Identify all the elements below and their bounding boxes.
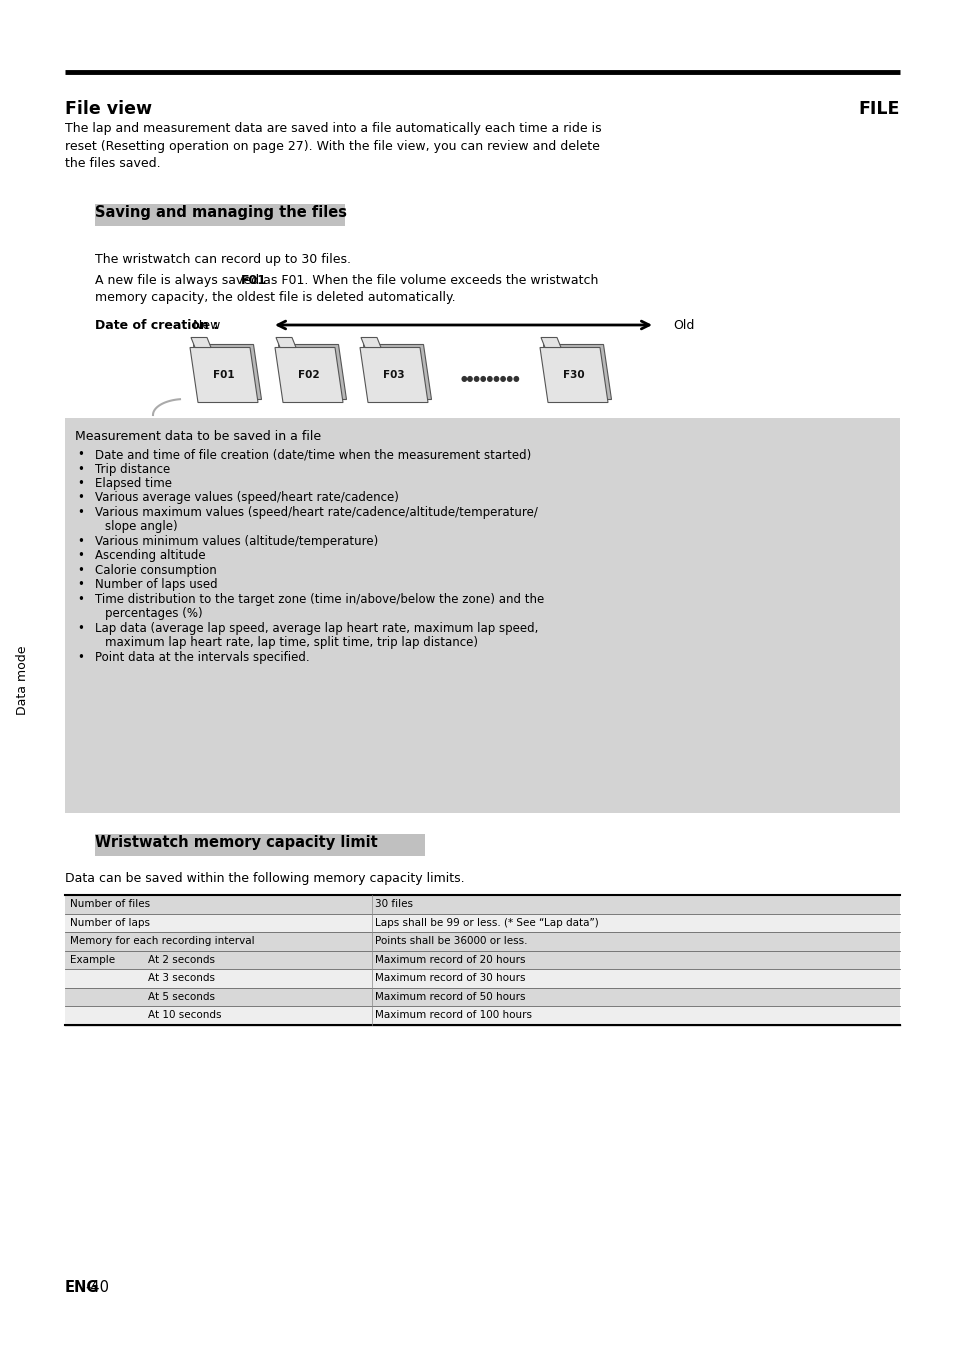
- Text: •: •: [77, 564, 84, 577]
- Polygon shape: [275, 338, 295, 347]
- Text: The lap and measurement data are saved into a file automatically each time a rid: The lap and measurement data are saved i…: [65, 122, 601, 169]
- Text: Wristwatch memory capacity limit: Wristwatch memory capacity limit: [95, 835, 377, 850]
- Text: •: •: [77, 578, 84, 592]
- Text: The wristwatch can record up to 30 files.: The wristwatch can record up to 30 files…: [95, 253, 351, 266]
- Bar: [65, 913, 899, 932]
- Polygon shape: [539, 347, 607, 402]
- Text: Ascending altitude: Ascending altitude: [95, 550, 206, 562]
- Text: slope angle): slope angle): [105, 521, 177, 534]
- Text: Data mode: Data mode: [15, 646, 29, 714]
- Text: A new file is always saved as F01. When the file volume exceeds the wristwatch
m: A new file is always saved as F01. When …: [95, 274, 598, 304]
- Text: Number of files: Number of files: [70, 900, 150, 909]
- Bar: [65, 1006, 899, 1025]
- Polygon shape: [540, 338, 560, 347]
- FancyBboxPatch shape: [95, 834, 424, 855]
- Text: At 5 seconds: At 5 seconds: [148, 991, 214, 1002]
- Text: maximum lap heart rate, lap time, split time, trip lap distance): maximum lap heart rate, lap time, split …: [105, 636, 477, 650]
- Text: At 3 seconds: At 3 seconds: [148, 974, 214, 983]
- Polygon shape: [190, 347, 257, 402]
- Text: -40: -40: [86, 1280, 110, 1295]
- Text: Points shall be 36000 or less.: Points shall be 36000 or less.: [375, 936, 527, 947]
- Text: Lap data (average lap speed, average lap heart rate, maximum lap speed,: Lap data (average lap speed, average lap…: [95, 621, 537, 635]
- Text: ENG: ENG: [65, 1280, 99, 1295]
- Text: •: •: [77, 550, 84, 562]
- Text: Date and time of file creation (date/time when the measurement started): Date and time of file creation (date/tim…: [95, 448, 531, 461]
- Text: •: •: [77, 593, 84, 607]
- Text: F02: F02: [298, 370, 319, 381]
- Text: New: New: [189, 319, 220, 331]
- Text: F01: F01: [240, 274, 266, 286]
- Polygon shape: [191, 338, 211, 347]
- Text: percentages (%): percentages (%): [105, 608, 202, 620]
- Text: Example: Example: [70, 955, 115, 964]
- Text: Saving and managing the files: Saving and managing the files: [95, 204, 347, 221]
- Text: Laps shall be 99 or less. (* See “Lap data”): Laps shall be 99 or less. (* See “Lap da…: [375, 917, 598, 928]
- Text: ●●●●●●●●●: ●●●●●●●●●: [459, 374, 519, 382]
- Polygon shape: [360, 338, 380, 347]
- Text: Various maximum values (speed/heart rate/cadence/altitude/temperature/: Various maximum values (speed/heart rate…: [95, 506, 537, 519]
- Bar: [65, 894, 899, 913]
- Polygon shape: [278, 344, 346, 399]
- Text: F30: F30: [562, 370, 584, 381]
- Text: Various average values (speed/heart rate/cadence): Various average values (speed/heart rate…: [95, 491, 398, 504]
- FancyBboxPatch shape: [95, 204, 345, 226]
- Text: Date of creation :: Date of creation :: [95, 319, 218, 331]
- Text: Maximum record of 20 hours: Maximum record of 20 hours: [375, 955, 525, 964]
- Text: •: •: [77, 506, 84, 519]
- Text: 30 files: 30 files: [375, 900, 413, 909]
- Text: Memory for each recording interval: Memory for each recording interval: [70, 936, 254, 947]
- Text: •: •: [77, 448, 84, 461]
- Polygon shape: [363, 344, 431, 399]
- Text: FILE: FILE: [858, 100, 899, 118]
- Text: •: •: [77, 621, 84, 635]
- Text: •: •: [77, 491, 84, 504]
- Text: •: •: [77, 463, 84, 476]
- Text: •: •: [77, 477, 84, 490]
- Text: Data can be saved within the following memory capacity limits.: Data can be saved within the following m…: [65, 872, 464, 885]
- Bar: [65, 968, 899, 987]
- Text: Number of laps: Number of laps: [70, 917, 150, 928]
- Text: Maximum record of 30 hours: Maximum record of 30 hours: [375, 974, 525, 983]
- Polygon shape: [193, 344, 261, 399]
- Text: Maximum record of 100 hours: Maximum record of 100 hours: [375, 1010, 532, 1021]
- Text: •: •: [77, 651, 84, 664]
- Text: Elapsed time: Elapsed time: [95, 477, 172, 490]
- Bar: [65, 987, 899, 1006]
- Text: F01: F01: [213, 370, 234, 381]
- Text: Old: Old: [672, 319, 694, 331]
- Text: Trip distance: Trip distance: [95, 463, 170, 476]
- Bar: [65, 418, 899, 812]
- Text: At 2 seconds: At 2 seconds: [148, 955, 214, 964]
- Text: File view: File view: [65, 100, 152, 118]
- Bar: [65, 951, 899, 968]
- Text: Point data at the intervals specified.: Point data at the intervals specified.: [95, 651, 310, 664]
- Polygon shape: [274, 347, 343, 402]
- Bar: [65, 932, 899, 951]
- Text: F03: F03: [383, 370, 404, 381]
- Text: Measurement data to be saved in a file: Measurement data to be saved in a file: [75, 430, 321, 443]
- Text: Time distribution to the target zone (time in/above/below the zone) and the: Time distribution to the target zone (ti…: [95, 593, 543, 607]
- Text: Maximum record of 50 hours: Maximum record of 50 hours: [375, 991, 525, 1002]
- Text: At 10 seconds: At 10 seconds: [148, 1010, 221, 1021]
- Polygon shape: [543, 344, 611, 399]
- Text: •: •: [77, 535, 84, 547]
- Text: Calorie consumption: Calorie consumption: [95, 564, 216, 577]
- Text: Various minimum values (altitude/temperature): Various minimum values (altitude/tempera…: [95, 535, 377, 547]
- Polygon shape: [359, 347, 428, 402]
- Text: Number of laps used: Number of laps used: [95, 578, 217, 592]
